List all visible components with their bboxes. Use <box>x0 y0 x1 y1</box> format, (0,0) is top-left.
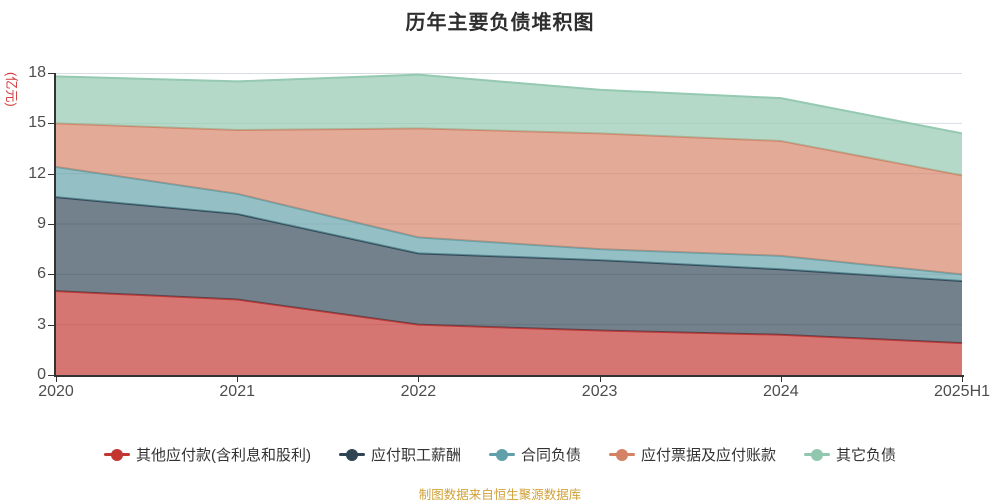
y-axis-label-12: 12 <box>28 164 46 182</box>
legend-line-dot-icon <box>338 448 365 461</box>
area-series-2 <box>56 166 962 282</box>
x-axis-label-2023: 2023 <box>581 383 618 400</box>
y-axis-tick-6 <box>48 274 54 276</box>
legend-label-4: 其它负债 <box>836 447 897 464</box>
y-axis-label-15: 15 <box>28 114 46 132</box>
y-axis-label-9: 9 <box>37 215 46 232</box>
y-axis-tick-0 <box>48 375 54 376</box>
legend-item-0[interactable]: 其他应付款(含利息和股利) <box>103 444 311 465</box>
legend-item-1[interactable]: 应付职工薪酬 <box>338 444 461 465</box>
y-axis-label-0: 0 <box>37 366 46 383</box>
y-axis-label-3: 3 <box>37 315 46 333</box>
y-axis-line <box>54 73 56 375</box>
x-axis-label-2024: 2024 <box>763 383 799 400</box>
footer-note: 制图数据来自恒生聚源数据库 <box>418 488 582 500</box>
x-axis-label-2020: 2020 <box>38 383 74 400</box>
x-axis-tick-2023 <box>599 377 601 382</box>
stacked-area-plot <box>56 73 962 375</box>
area-series-1 <box>56 197 962 344</box>
legend-line-dot-icon <box>488 448 515 461</box>
x-axis-label-2022: 2022 <box>400 383 437 400</box>
y-axis-tick-9 <box>48 224 54 225</box>
legend-label-3: 应付票据及应付账款 <box>641 447 777 464</box>
x-axis-tick-2025H1 <box>962 377 963 382</box>
x-axis-tick-2024 <box>780 377 782 382</box>
legend-line-dot-icon <box>804 448 831 461</box>
chart-legend: 其他应付款(含利息和股利) 应付职工薪酬 合同负债 应付票据及应付账款 其它负债 <box>0 444 1000 465</box>
x-axis-line <box>54 375 964 377</box>
legend-item-2[interactable]: 合同负债 <box>488 444 581 465</box>
y-axis-tick-12 <box>48 173 54 175</box>
y-axis-label-6: 6 <box>37 265 46 283</box>
legend-label-1: 应付职工薪酬 <box>370 447 461 464</box>
area-series-0 <box>56 291 962 375</box>
line-series-1 <box>56 196 962 283</box>
legend-item-3[interactable]: 应付票据及应付账款 <box>609 444 776 465</box>
area-series-3 <box>56 123 962 275</box>
legend-line-dot-icon <box>103 448 130 461</box>
line-series-4 <box>56 73 962 135</box>
legend-item-4[interactable]: 其它负债 <box>804 444 896 465</box>
y-axis-label-18: 18 <box>28 64 46 81</box>
x-axis-label-2021: 2021 <box>219 383 255 400</box>
chart-title: 历年主要负债堆积图 <box>405 12 595 34</box>
x-axis-tick-2020 <box>56 377 57 382</box>
y-axis-tick-3 <box>48 324 54 326</box>
x-axis-tick-2022 <box>418 377 420 382</box>
x-axis-label-2025H1: 2025H1 <box>933 383 991 400</box>
x-axis-tick-2021 <box>237 377 239 382</box>
y-axis-tick-15 <box>48 123 54 125</box>
legend-line-dot-icon <box>609 448 635 461</box>
legend-label-0: 其他应付款(含利息和股利) <box>135 447 311 464</box>
y-axis-tick-18 <box>48 73 54 74</box>
legend-label-2: 合同负债 <box>520 447 581 464</box>
area-series-4 <box>56 74 962 176</box>
